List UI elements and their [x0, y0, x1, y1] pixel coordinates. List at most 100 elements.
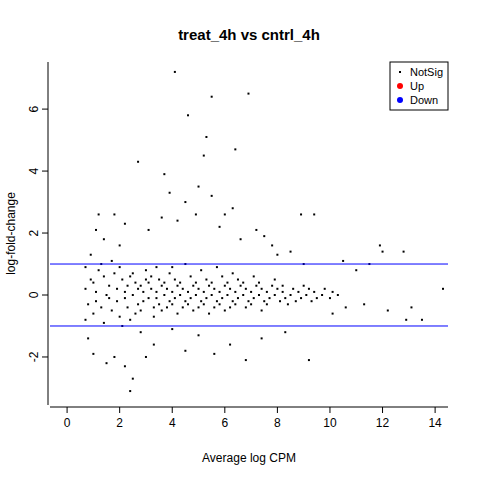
point [182, 288, 184, 290]
point [184, 300, 186, 302]
point [155, 291, 157, 293]
point [190, 297, 192, 299]
point [237, 297, 239, 299]
point [95, 300, 97, 302]
point [276, 254, 278, 256]
x-tick [329, 407, 330, 413]
point [263, 300, 265, 302]
point [255, 229, 257, 231]
point [387, 309, 389, 311]
x-tick-label: 10 [323, 416, 337, 430]
point [127, 306, 129, 308]
point [137, 303, 139, 305]
point [203, 155, 205, 157]
x-tick [382, 407, 383, 413]
point [232, 207, 234, 209]
point [179, 294, 181, 296]
point [219, 226, 221, 228]
point [124, 223, 126, 225]
point [153, 306, 155, 308]
x-axis-label: Average log CPM [202, 451, 296, 465]
x-tick-label: 4 [169, 416, 176, 430]
plot-area [50, 71, 448, 392]
point [226, 294, 228, 296]
point [290, 294, 292, 296]
point [232, 300, 234, 302]
point [261, 309, 263, 311]
point [213, 306, 215, 308]
point [163, 173, 165, 175]
point [245, 359, 247, 361]
point [216, 300, 218, 302]
legend-symbol [397, 83, 403, 89]
point [313, 213, 315, 215]
point [305, 294, 307, 296]
point [271, 244, 273, 246]
point [195, 282, 197, 284]
point [176, 220, 178, 222]
point [148, 229, 150, 231]
point [113, 213, 115, 215]
point [211, 96, 213, 98]
point [308, 288, 310, 290]
point [195, 294, 197, 296]
point [282, 285, 284, 287]
point [140, 331, 142, 333]
point [84, 319, 86, 321]
point [242, 294, 244, 296]
point [229, 288, 231, 290]
x-axis [50, 407, 448, 408]
point [108, 297, 110, 299]
point [145, 356, 147, 358]
y-tick-label: 2 [27, 229, 41, 236]
point [166, 288, 168, 290]
point [155, 266, 157, 268]
point [192, 285, 194, 287]
point [263, 235, 265, 237]
point [290, 251, 292, 253]
point [174, 297, 176, 299]
point [198, 186, 200, 188]
point [116, 300, 118, 302]
point [311, 300, 313, 302]
point [134, 313, 136, 315]
point [253, 275, 255, 277]
y-tick [42, 109, 48, 110]
point [316, 297, 318, 299]
point [295, 300, 297, 302]
point [237, 279, 239, 281]
point [382, 251, 384, 253]
point [337, 294, 339, 296]
point [216, 266, 218, 268]
point [279, 300, 281, 302]
legend-label: NotSig [410, 66, 443, 78]
y-tick-label: 4 [27, 167, 41, 174]
point [158, 279, 160, 281]
point [224, 213, 226, 215]
point [137, 288, 139, 290]
point [169, 192, 171, 194]
point [134, 282, 136, 284]
point [282, 291, 284, 293]
x-tick-label: 14 [428, 416, 442, 430]
point [140, 285, 142, 287]
point [379, 244, 381, 246]
point [174, 279, 176, 281]
point [145, 279, 147, 281]
point [113, 356, 115, 358]
point [324, 288, 326, 290]
point [363, 303, 365, 305]
point [240, 238, 242, 240]
legend-box [390, 62, 448, 110]
point [253, 297, 255, 299]
point [129, 390, 131, 392]
point [140, 309, 142, 311]
point [124, 291, 126, 293]
point [421, 319, 423, 321]
point [119, 266, 121, 268]
point [234, 303, 236, 305]
point [179, 282, 181, 284]
point [192, 309, 194, 311]
point [187, 303, 189, 305]
point [98, 269, 100, 271]
